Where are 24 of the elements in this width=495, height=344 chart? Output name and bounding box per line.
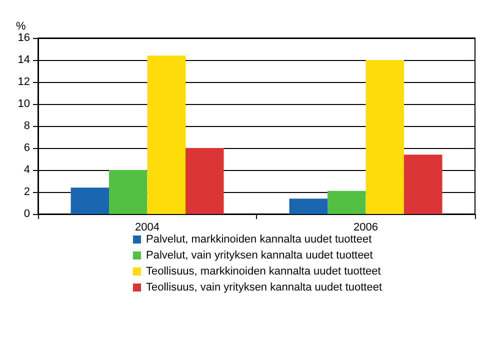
x-tick-label: 2006 [354,222,378,234]
legend-label: Teollisuus, markkinoiden kannalta uudet tuotteet [146,266,381,278]
bar [366,60,404,214]
legend-label: Palvelut, markkinoiden kannalta uudet tuotteet [146,234,372,246]
y-tick-label: 6 [24,142,30,154]
bar [289,198,328,214]
bar [404,154,442,214]
y-tick-label: 14 [18,54,30,66]
legend-label: Teollisuus, vain yrityksen kannalta uudet tuotteet [146,282,382,294]
y-tick-label: 12 [18,76,30,88]
bar [185,148,224,214]
y-tick-label: 8 [24,120,30,132]
y-tick-label: 2 [24,186,30,198]
bar [70,188,110,214]
y-tick-label: 4 [24,164,30,176]
x-tick-label: 2004 [135,222,160,234]
y-tick-label: 0 [24,208,30,220]
bar [328,190,366,214]
legend-label: Palvelut, vain yrityksen kannalta uudet tuotteet [146,250,373,262]
y-axis-title: % [16,20,26,32]
bar [147,56,186,214]
y-tick-label: 10 [18,98,30,110]
y-tick-label: 16 [18,32,30,44]
bar [109,170,148,214]
